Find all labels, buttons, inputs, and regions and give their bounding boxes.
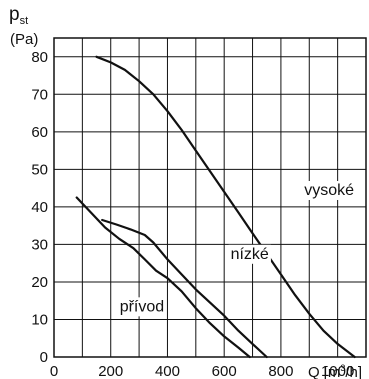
x-axis-title: Q [m3/h]: [308, 363, 362, 379]
series-label-background: [302, 180, 357, 200]
plot-frame: [53, 37, 367, 358]
y-tick-label: 20: [31, 274, 48, 291]
x-tick-label: 0: [50, 363, 58, 379]
series-line: [101, 218, 268, 359]
y-tick-label: 30: [31, 236, 48, 253]
curves: [75, 55, 356, 359]
y-tick-label: 0: [40, 349, 48, 366]
x-tick-label: 800: [268, 363, 293, 379]
y-tick-label: 80: [31, 49, 48, 66]
y-axis-unit: (Pa): [10, 31, 38, 48]
y-tick-label: 40: [31, 199, 48, 216]
x-tick-label: 1000: [321, 363, 354, 379]
series-line: [95, 55, 356, 359]
series-label-background: [117, 297, 167, 317]
series-label: nízké: [231, 246, 269, 263]
x-tick-label: 600: [212, 363, 237, 379]
y-axis-title: pst: [9, 4, 28, 27]
y-tick-label: 10: [31, 311, 48, 328]
x-tick-label: 400: [155, 363, 180, 379]
series-line: [75, 196, 251, 359]
series-label: přívod: [120, 298, 164, 315]
series-label: vysoké: [304, 182, 354, 199]
x-tick-label: 200: [98, 363, 123, 379]
series-label-background: [228, 244, 271, 264]
y-tick-label: 70: [31, 86, 48, 103]
y-tick-label: 50: [31, 161, 48, 178]
series-labels: vysoké nízké přívod: [117, 180, 357, 317]
y-tick-label: 60: [31, 124, 48, 141]
tick-labels: 0 200 400 600 800 1000 0 10 20 30 40 50 60 70 80: [31, 49, 354, 379]
grid: [54, 38, 366, 357]
